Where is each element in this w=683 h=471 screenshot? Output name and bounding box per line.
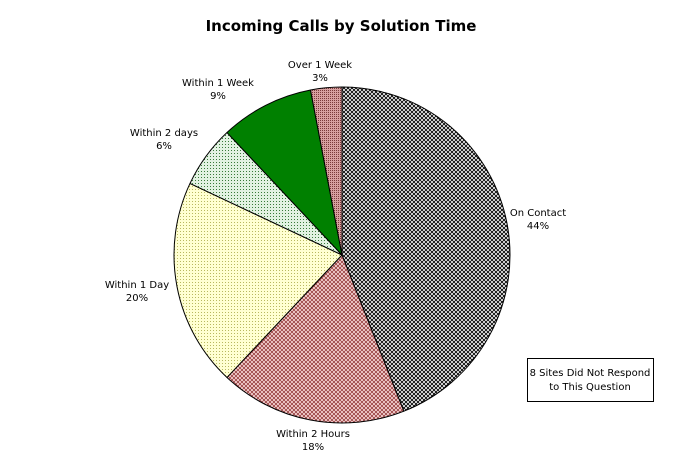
pie-slice-on-contact: [341, 86, 511, 412]
slice-label-within-1-week: Within 1 Week: [182, 78, 254, 89]
slice-value-within-2-days: 6%: [156, 141, 172, 152]
pie-slice-over-1-week: [310, 86, 343, 256]
slice-value-over-1-week: 3%: [312, 73, 328, 84]
slice-value-within-2-hours: 18%: [302, 442, 324, 453]
pie-labels: On Contact 44% Within 2 Hours 18% Within 1 D…: [105, 60, 566, 453]
slice-label-within-2-hours: Within 2 Hours: [276, 429, 350, 440]
annotation-line-2: to This Question: [549, 382, 631, 393]
annotation-box: 8 Sites Did Not Respond to This Question: [527, 358, 654, 402]
pie-slice-within-1-day: [173, 182, 343, 378]
slice-value-within-1-day: 20%: [126, 293, 148, 304]
pie-slice-within-1-week: [226, 89, 343, 256]
chart-title: Incoming Calls by Solution Time: [206, 17, 477, 35]
annotation-line-1: 8 Sites Did Not Respond: [530, 368, 651, 379]
pie-slices: [173, 86, 511, 424]
slice-label-over-1-week: Over 1 Week: [288, 60, 352, 71]
slice-label-on-contact: On Contact: [510, 208, 566, 219]
pie-slice-within-2-hours: [226, 254, 405, 424]
annotation-frame: [527, 358, 654, 402]
slice-value-within-1-week: 9%: [210, 91, 226, 102]
slice-value-on-contact: 44%: [527, 221, 549, 232]
slice-label-within-1-day: Within 1 Day: [105, 280, 169, 291]
slice-label-within-2-days: Within 2 days: [130, 128, 198, 139]
